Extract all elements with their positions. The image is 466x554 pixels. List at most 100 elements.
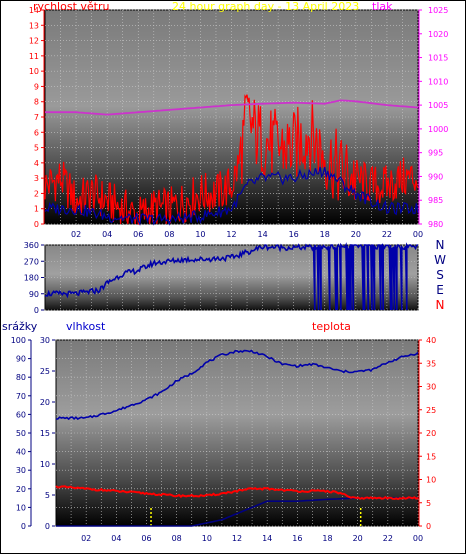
- x-tick-label: 18: [320, 230, 330, 239]
- temperature-axis: 0 5 10 15 20 25 30 35 40: [418, 336, 436, 531]
- x-tick-label: 02: [81, 534, 91, 543]
- rain-axis-title: srážky: [2, 320, 38, 333]
- direction-axis-tick-label: 270: [24, 257, 39, 266]
- direction-axis-tick-label: 0: [34, 306, 39, 315]
- wind-pressure-lines: [44, 94, 419, 226]
- pressure-axis: 980 985 990 995 1000 1005 1010 1015 1020 1025: [418, 6, 448, 229]
- temperature-axis-tick-label: 5: [426, 499, 431, 508]
- wind-axis-tick-label: 11: [29, 52, 39, 61]
- wind-direction-grid: [45, 244, 419, 311]
- wind-axis-tick-label: 10: [29, 67, 39, 76]
- x-tick-label: 14: [257, 230, 267, 239]
- wind-axis-tick-label: 7: [34, 113, 39, 122]
- x-tick-label: 00: [413, 230, 423, 239]
- compass-label: W: [434, 253, 446, 267]
- wind-speed-axis-title: rychlost větru: [33, 0, 109, 13]
- rain-axis-tick-label: 20: [40, 398, 50, 407]
- rain-axis: 0 5 10 15 20 25 30: [40, 336, 55, 531]
- pressure-line: [45, 99, 419, 116]
- temperature-axis-tick-label: 20: [426, 429, 436, 438]
- x-tick-label: 06: [133, 230, 143, 239]
- direction-axis-tick-label: 90: [29, 290, 39, 299]
- x-tick-label: 04: [111, 534, 121, 543]
- temperature-axis-tick-label: 10: [426, 476, 436, 485]
- temperature-axis-title: teplota: [312, 320, 351, 333]
- humidity-axis-tick-label: 50: [16, 429, 26, 438]
- x-tick-label: 22: [382, 230, 392, 239]
- rain-axis-tick-label: 5: [45, 491, 50, 500]
- rain-axis-tick-label: 25: [40, 367, 50, 376]
- humidity-line: [56, 349, 419, 421]
- direction-axis-tick-label: 360: [24, 241, 39, 250]
- x-tick-label: 02: [71, 230, 81, 239]
- rain-axis-tick-label: 15: [40, 429, 50, 438]
- wind-axis-tick-label: 4: [34, 159, 39, 168]
- pressure-axis-tick-label: 985: [428, 196, 443, 205]
- x-tick-label: 06: [141, 534, 151, 543]
- pressure-axis-tick-label: 1020: [428, 30, 448, 39]
- temperature-axis-tick-label: 25: [426, 406, 436, 415]
- x-tick-label: 22: [383, 534, 393, 543]
- temp-humidity-panel: 0 10 20 30 40 50 60 70 80 90 100 0 5 10 15 20 25 30 0 5 10…: [2, 320, 436, 543]
- wind-pressure-grid: [45, 9, 419, 225]
- wind-average-line: [44, 166, 419, 226]
- rain-axis-tick-label: 30: [40, 336, 50, 345]
- wind-direction-line: [44, 242, 419, 311]
- x-tick-label: 08: [172, 534, 182, 543]
- compass-label: S: [436, 268, 444, 282]
- panel3-x-axis: 02 04 06 08 10 12 14 16 18 20 22 00: [81, 534, 423, 543]
- humidity-axis-tick-label: 20: [16, 485, 26, 494]
- panel1-x-axis: 02 04 06 08 10 12 14 16 18 20 22 00: [71, 230, 423, 239]
- pressure-axis-tick-label: 1000: [428, 125, 448, 134]
- x-tick-label: 10: [195, 230, 205, 239]
- x-tick-label: 14: [262, 534, 272, 543]
- x-tick-label: 08: [164, 230, 174, 239]
- pressure-axis-tick-label: 990: [428, 172, 443, 181]
- x-tick-label: 12: [232, 534, 242, 543]
- temp-humidity-grid: [56, 339, 419, 527]
- temperature-line: [55, 485, 419, 501]
- wind-axis-tick-label: 1: [34, 205, 39, 214]
- temperature-axis-tick-label: 35: [426, 359, 436, 368]
- x-tick-label: 10: [202, 534, 212, 543]
- compass-label: N: [436, 298, 445, 312]
- humidity-axis-tick-label: 70: [16, 392, 26, 401]
- pressure-axis-tick-label: 1015: [428, 54, 448, 63]
- wind-axis-tick-label: 2: [34, 189, 39, 198]
- wind-axis-tick-label: 9: [34, 82, 39, 91]
- wind-axis-tick-label: 3: [34, 174, 39, 183]
- x-tick-label: 12: [226, 230, 236, 239]
- pressure-axis-tick-label: 1010: [428, 77, 448, 86]
- x-tick-label: 16: [289, 230, 299, 239]
- humidity-axis-tick-label: 80: [16, 373, 26, 382]
- humidity-axis-tick-label: 0: [21, 522, 26, 531]
- wind-axis-tick-label: 12: [29, 37, 39, 46]
- x-tick-label: 20: [353, 534, 363, 543]
- rain-axis-tick-label: 0: [45, 522, 50, 531]
- pressure-axis-title: tlak: [372, 0, 393, 13]
- pressure-axis-tick-label: 1025: [428, 6, 448, 15]
- humidity-axis-tick-label: 90: [16, 355, 26, 364]
- rain-axis-tick-label: 10: [40, 460, 50, 469]
- wind-speed-line: [44, 94, 419, 225]
- wind-direction-axis: 0 90 180 270 360: [24, 241, 44, 315]
- wind-axis-tick-label: 6: [34, 128, 39, 137]
- humidity-axis-tick-label: 10: [16, 503, 26, 512]
- humidity-axis-tick-label: 40: [16, 448, 26, 457]
- x-tick-label: 20: [351, 230, 361, 239]
- humidity-axis-title: vlhkost: [66, 320, 106, 333]
- direction-axis-tick-label: 180: [24, 274, 39, 283]
- pressure-axis-tick-label: 995: [428, 149, 443, 158]
- temp-humidity-lines: [55, 349, 419, 527]
- chart-title: 24 hour graph day - 13 April 2023: [172, 0, 359, 13]
- temperature-axis-tick-label: 40: [426, 336, 436, 345]
- wind-axis-tick-label: 8: [34, 98, 39, 107]
- x-tick-label: 04: [102, 230, 112, 239]
- x-tick-label: 00: [413, 534, 423, 543]
- x-tick-label: 18: [322, 534, 332, 543]
